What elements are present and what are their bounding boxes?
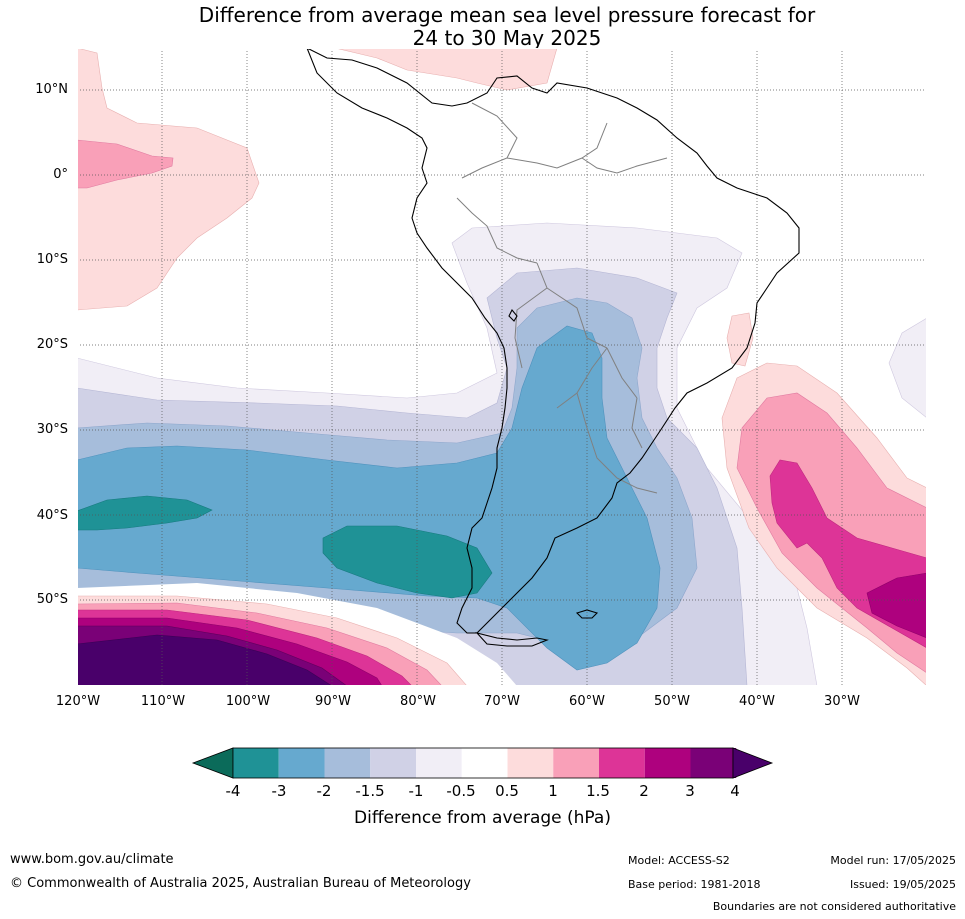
anomaly-region-nw-pink	[77, 139, 174, 189]
colorbar-tick-label: -0.5	[446, 782, 476, 800]
anomaly-region-ne-pink-small	[726, 312, 754, 367]
colorbar-extend-low	[191, 747, 234, 779]
lon-label-30w: 30°W	[824, 694, 860, 709]
lon-label-40w: 40°W	[739, 694, 775, 709]
anomaly-region-north-pink	[334, 48, 558, 91]
colorbar-tick-label: -1.5	[355, 782, 385, 800]
anomaly-region-east-deep-magenta	[866, 572, 927, 639]
graticule	[77, 48, 927, 686]
footer-copyright: © Commonwealth of Australia 2025, Austra…	[10, 876, 471, 891]
colorbar-tick-label: -2	[316, 782, 332, 800]
lat-label-0: 0°	[53, 167, 68, 182]
colorbar-segment	[553, 748, 599, 778]
footer-disclaimer: Boundaries are not considered authoritat…	[712, 900, 956, 913]
lon-label-80w: 80°W	[400, 694, 436, 709]
map-title: Difference from average mean sea level p…	[0, 4, 965, 50]
colorbar-segment	[233, 748, 279, 778]
lat-label-50s: 50°S	[36, 592, 68, 607]
lake-titicaca	[508, 309, 518, 322]
colorbar-tick-label: 4	[730, 782, 740, 800]
anomaly-region-south-dark-purple	[77, 634, 333, 686]
lon-label-70w: 70°W	[484, 694, 520, 709]
lon-label-120w: 120°W	[55, 694, 101, 709]
colorbar-segment	[507, 748, 554, 778]
colorbar-segment	[278, 748, 325, 778]
lon-label-100w: 100°W	[225, 694, 271, 709]
colorbar	[191, 747, 774, 779]
colorbar-tick-label: 1.5	[586, 782, 610, 800]
colorbar-segment	[599, 748, 645, 778]
anomaly-region-east-lilac	[888, 317, 927, 419]
anomaly-region-teal-west	[77, 495, 213, 531]
lon-label-50w: 50°W	[654, 694, 690, 709]
lon-label-90w: 90°W	[315, 694, 351, 709]
footer-model-run: Model run: 17/05/2025	[830, 854, 956, 867]
colorbar-tick-label: 2	[639, 782, 649, 800]
lon-label-60w: 60°W	[569, 694, 605, 709]
lat-label-40s: 40°S	[36, 508, 68, 523]
colorbar-tick-label: 0.5	[495, 782, 519, 800]
anomaly-region-nw-light-pink	[77, 48, 260, 311]
title-line-1: Difference from average mean sea level p…	[198, 3, 816, 27]
footer-issued: Issued: 19/05/2025	[849, 878, 956, 891]
colorbar-segment	[370, 748, 416, 778]
anomaly-region-teal-south	[322, 525, 493, 599]
pressure-anomaly-map	[77, 48, 927, 686]
colorbar-segment	[461, 748, 508, 778]
anomaly-region-medium-blue	[77, 325, 661, 671]
colorbar-segment	[324, 748, 371, 778]
coastline	[306, 48, 800, 647]
title-line-2: 24 to 30 May 2025	[412, 26, 602, 50]
colorbar-segment	[416, 748, 462, 778]
tierra-del-fuego	[475, 632, 549, 647]
lon-label-110w: 110°W	[140, 694, 186, 709]
colorbar-title: Difference from average (hPa)	[354, 808, 611, 828]
lat-label-10s: 10°S	[36, 252, 68, 267]
colorbar-tick-label: -1	[408, 782, 424, 800]
colorbar-tick-label: -3	[271, 782, 287, 800]
lat-label-30s: 30°S	[36, 422, 68, 437]
colorbar-tick-label: 3	[685, 782, 695, 800]
footer-website-link[interactable]: www.bom.gov.au/climate	[10, 852, 174, 867]
colorbar-extend-high	[732, 747, 774, 779]
footer-base-period: Base period: 1981-2018	[628, 878, 761, 891]
falkland-islands	[575, 609, 599, 619]
footer-model: Model: ACCESS-S2	[628, 854, 730, 867]
lat-label-20s: 20°S	[36, 337, 68, 352]
colorbar-segment	[690, 748, 737, 778]
colorbar-tick-label: 1	[548, 782, 558, 800]
lat-label-10n: 10°N	[35, 82, 68, 97]
colorbar-segment	[644, 748, 691, 778]
colorbar-tick-label: -4	[225, 782, 241, 800]
country-borders	[456, 102, 668, 494]
